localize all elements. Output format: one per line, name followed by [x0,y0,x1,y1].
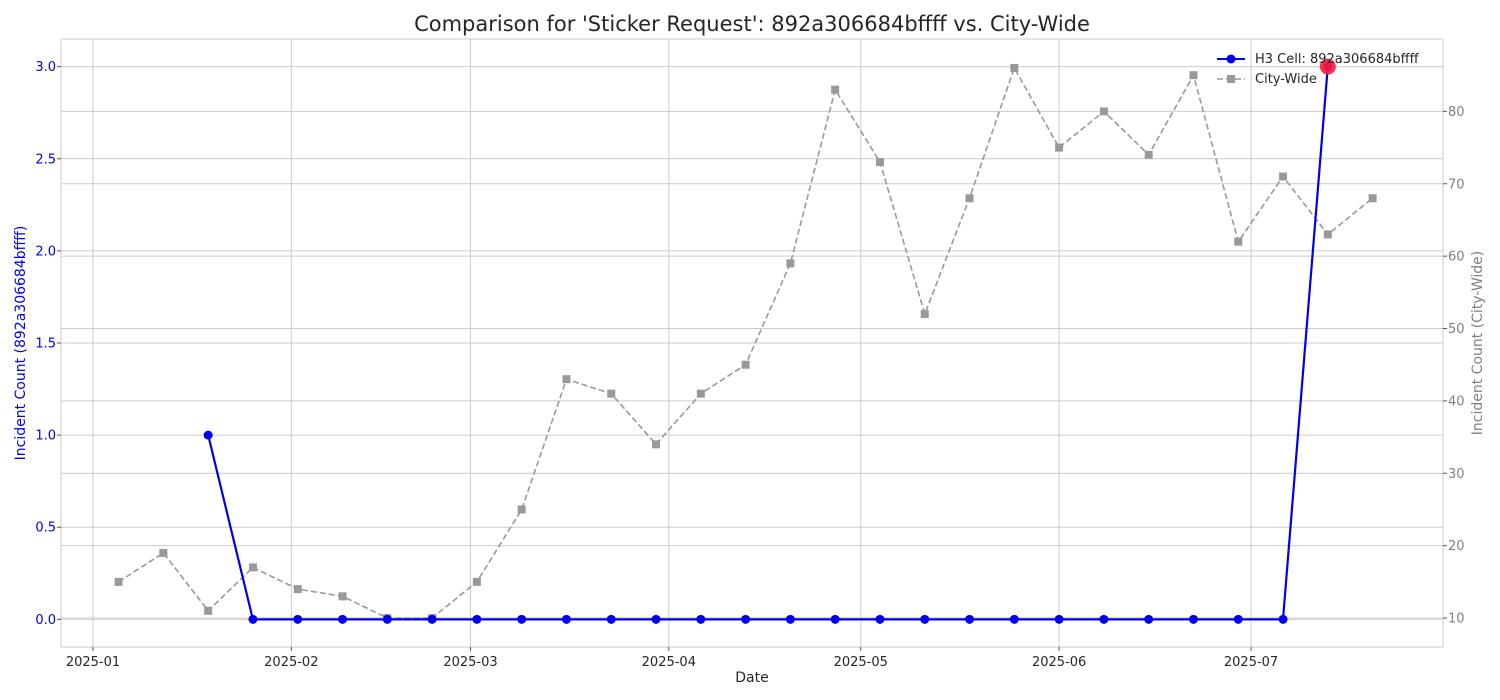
h3-cell-point [561,614,571,624]
y-left-tick-label: 3.0 [35,60,56,75]
h3-cell-point [830,614,840,624]
y-right-tick-label: 10 [1448,612,1465,627]
x-tick-label: 2025-07 [1224,655,1278,670]
x-tick-label: 2025-05 [834,655,888,670]
y-left-tick-label: 0.0 [35,613,56,628]
city-wide-point [159,548,168,557]
city-wide-point [1144,150,1153,159]
h3-cell-point [1009,614,1019,624]
legend-label-city-wide: City-Wide [1255,72,1317,87]
city-wide-point [741,360,750,369]
city-wide-point [1055,143,1064,152]
city-wide-point [562,375,571,384]
x-tick-label: 2025-02 [264,655,318,670]
legend-marker-city-wide [1227,75,1235,83]
grid [61,39,1443,647]
legend-label-h3-cell: H3 Cell: 892a306684bffff [1255,52,1420,67]
city-wide-point [1189,71,1198,80]
left-y-axis-title: Incident Count (892a306684bffff) [13,226,29,461]
h3-cell-point [606,614,616,624]
x-tick-label: 2025-03 [443,655,497,670]
y-right-tick-label: 30 [1448,467,1465,482]
h3-cell-point [382,614,392,624]
city-wide-point [1010,63,1019,72]
h3-cell-point [785,614,795,624]
series [114,58,1377,624]
right-y-axis-title: Incident Count (City-Wide) [1470,251,1486,435]
h3-cell-point [248,614,258,624]
city-wide-point [652,440,661,449]
h3-cell-point [1099,614,1109,624]
x-tick-label: 2025-01 [66,655,120,670]
y-right-tick-label: 60 [1448,250,1465,265]
legend-entry-city-wide: City-Wide [1217,72,1317,87]
city-wide-point [1099,107,1108,116]
y-right-tick-label: 70 [1448,177,1465,192]
h3-cell-point [651,614,661,624]
city-wide-point [965,194,974,203]
x-tick-label: 2025-06 [1032,655,1086,670]
city-wide-point [248,563,257,572]
h3-cell-point [1233,614,1243,624]
h3-cell-point [1278,614,1288,624]
city-wide-point [875,158,884,167]
city-wide-point [607,389,616,398]
h3-cell-point [472,614,482,624]
h3-cell-point [920,614,930,624]
h3-cell-point [965,614,975,624]
h3-cell-point [1144,614,1154,624]
x-axis-title: Date [735,670,768,686]
y-left-tick-label: 0.5 [35,521,56,536]
city-wide-point [1323,230,1332,239]
city-wide-point [293,585,302,594]
legend: H3 Cell: 892a306684bffff City-Wide [1217,52,1420,87]
y-right-tick-label: 20 [1448,539,1465,554]
y-right-tick-label: 40 [1448,394,1465,409]
legend-marker-h3-cell [1226,54,1236,64]
h3-cell-point [696,614,706,624]
h3-cell-point [1054,614,1064,624]
x-axis-ticks: 2025-01 2025-02 2025-03 2025-04 2025-05 2025-… [66,647,1278,670]
legend-entry-h3-cell: H3 Cell: 892a306684bffff [1217,52,1420,67]
h3-cell-point [875,614,885,624]
chart-title: Comparison for 'Sticker Request': 892a30… [414,12,1090,36]
y-left-tick-label: 2.0 [35,244,56,259]
city-wide-point [114,577,123,586]
highlight-point [1319,58,1336,75]
y-left-tick-label: 2.5 [35,152,56,167]
city-wide-point [1234,237,1243,246]
h3-cell-point [1188,614,1198,624]
h3-cell-point [293,614,303,624]
x-tick-label: 2025-04 [642,655,696,670]
h3-cell-point [338,614,348,624]
city-wide-point [472,577,481,586]
y-left-tick-label: 1.0 [35,429,56,444]
h3-cell-point [741,614,751,624]
city-wide-point [696,389,705,398]
y-right-tick-label: 50 [1448,322,1465,337]
city-wide-point [920,310,929,319]
city-wide-point [1368,194,1377,203]
y-left-tick-label: 1.5 [35,337,56,352]
h3-cell-point [203,430,213,440]
city-wide-point [831,85,840,94]
city-wide-point [204,606,213,615]
city-wide-point [1279,172,1288,181]
h3-cell-line [207,66,1329,621]
city-wide-point [786,259,795,268]
h3-cell-point [427,614,437,624]
city-wide-point [338,592,347,601]
y-right-tick-label: 80 [1448,105,1465,120]
city-wide-point [517,505,526,514]
left-y-axis-ticks: 0.0 0.5 1.0 1.5 2.0 2.5 3.0 [35,60,61,628]
right-y-axis-ticks: 10 20 30 40 50 60 70 80 [1443,105,1465,627]
h3-cell-point [517,614,527,624]
